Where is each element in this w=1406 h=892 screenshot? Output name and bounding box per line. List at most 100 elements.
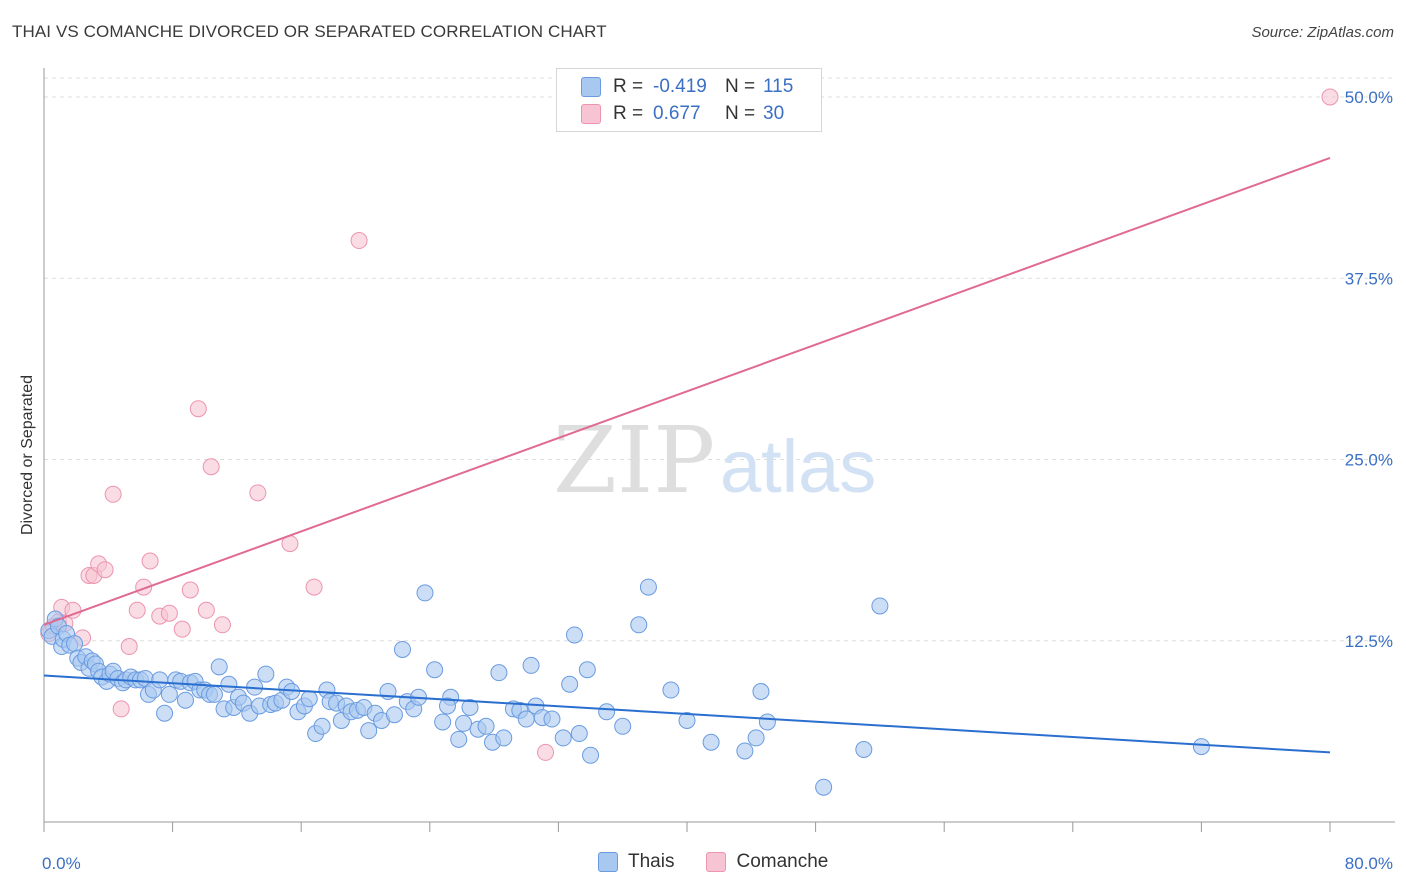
thais-point [455, 714, 473, 732]
thais-point [313, 717, 331, 735]
legend-thais-label: Thais [628, 851, 675, 872]
legend-row-thais: R = -0.419 N = 115 [581, 75, 793, 99]
thais-point [257, 665, 275, 683]
thais-point [205, 685, 223, 703]
thais-point [747, 729, 765, 747]
comanche-r-value: 0.677 [653, 103, 701, 124]
thais-point [678, 712, 696, 729]
comanche-point [160, 604, 178, 622]
legend-item-comanche: Comanche [706, 851, 828, 873]
trend-lines [43, 156, 1331, 754]
watermark-zip: ZIP [553, 407, 715, 514]
y-tick-label-2: 37.5% [1345, 269, 1393, 288]
thais-point [176, 691, 194, 709]
comanche-point [64, 601, 82, 619]
thais-point [360, 722, 378, 740]
y-tick-label-1: 25.0% [1345, 451, 1393, 470]
thais-point [871, 597, 889, 615]
comanche-r-label: R = [613, 103, 644, 124]
thais-swatch [581, 77, 601, 97]
comanche-point [104, 485, 122, 503]
thais-point [815, 778, 833, 796]
thais-point [598, 703, 616, 721]
thais-point [426, 661, 444, 679]
thais-point [543, 710, 561, 728]
thais-point [614, 717, 632, 735]
thais-r-value: -0.419 [653, 76, 707, 97]
thais-point [639, 578, 657, 596]
legend-row-comanche: R = 0.677 N = 30 [581, 102, 784, 126]
thais-point [416, 584, 434, 602]
thais-n-value: 115 [763, 76, 794, 97]
comanche-point [141, 552, 159, 570]
comanche-n-value: 30 [763, 103, 785, 124]
thais-point [490, 664, 508, 682]
thais-n-label: N = [725, 76, 756, 97]
thais-point [758, 713, 776, 731]
thais-point [450, 730, 468, 748]
thais-point [495, 729, 513, 747]
comanche-point [213, 616, 231, 634]
comanche-swatch [581, 104, 601, 124]
thais-point [561, 675, 579, 693]
comanche-point [120, 638, 138, 656]
thais-point [434, 713, 452, 731]
thais-point [385, 706, 403, 724]
thais-point [210, 658, 228, 676]
thais-point [662, 681, 680, 699]
y-tick-label-0: 12.5% [1345, 632, 1393, 651]
comanche-point [350, 232, 368, 250]
thais-point [554, 729, 572, 747]
comanche-point [1321, 88, 1339, 106]
comanche-point [202, 458, 220, 476]
thais-point [393, 640, 411, 658]
y-axis-label: Divorced or Separated [19, 374, 36, 536]
gridlines [44, 77, 1395, 642]
comanche-point [197, 601, 215, 619]
thais-point [522, 656, 540, 674]
chart-source: Source: ZipAtlas.com [1251, 24, 1394, 41]
thais-point [300, 690, 318, 708]
thais-point [630, 616, 648, 634]
thais-point [578, 661, 596, 679]
tick-labels: 12.5% 25.0% 37.5% 50.0% 0.0% 80.0% [42, 88, 1393, 873]
thais-point [477, 717, 495, 735]
comanche-point [128, 601, 146, 619]
thais-trend-line [43, 674, 1331, 754]
comanche-point [305, 578, 323, 596]
comanche-point [173, 620, 191, 638]
thais-point [1192, 738, 1210, 756]
thais-point [66, 635, 84, 653]
comanche-point [181, 581, 199, 599]
legend-thais-swatch [598, 852, 618, 872]
thais-point [220, 675, 238, 693]
thais-points [40, 578, 1210, 796]
thais-point [438, 697, 456, 715]
watermark: ZIP atlas [553, 407, 876, 514]
legend-comanche-label: Comanche [736, 851, 829, 872]
legend-comanche-swatch [706, 852, 727, 872]
thais-point [736, 742, 754, 760]
thais-point [570, 725, 588, 743]
comanche-point [96, 561, 114, 579]
watermark-atlas: atlas [720, 425, 876, 508]
x-tick-label-min: 0.0% [42, 854, 81, 873]
comanche-point [249, 484, 267, 502]
legend-item-thais: Thais [598, 851, 674, 873]
comanche-point [537, 743, 555, 761]
thais-point [752, 683, 770, 700]
comanche-trend-line [43, 156, 1331, 626]
thais-point [160, 685, 178, 703]
series-legend: Thais Comanche [598, 851, 860, 873]
chart-title: THAI VS COMANCHE DIVORCED OR SEPARATED C… [12, 22, 607, 41]
thais-point [156, 704, 174, 722]
y-tick-label-3: 50.0% [1345, 88, 1393, 107]
thais-point [461, 698, 479, 716]
comanche-point [189, 400, 207, 418]
thais-point [151, 671, 169, 689]
thais-r-label: R = [613, 76, 644, 97]
axes [43, 68, 1395, 832]
comanche-point [112, 700, 130, 718]
thais-point [582, 746, 600, 764]
